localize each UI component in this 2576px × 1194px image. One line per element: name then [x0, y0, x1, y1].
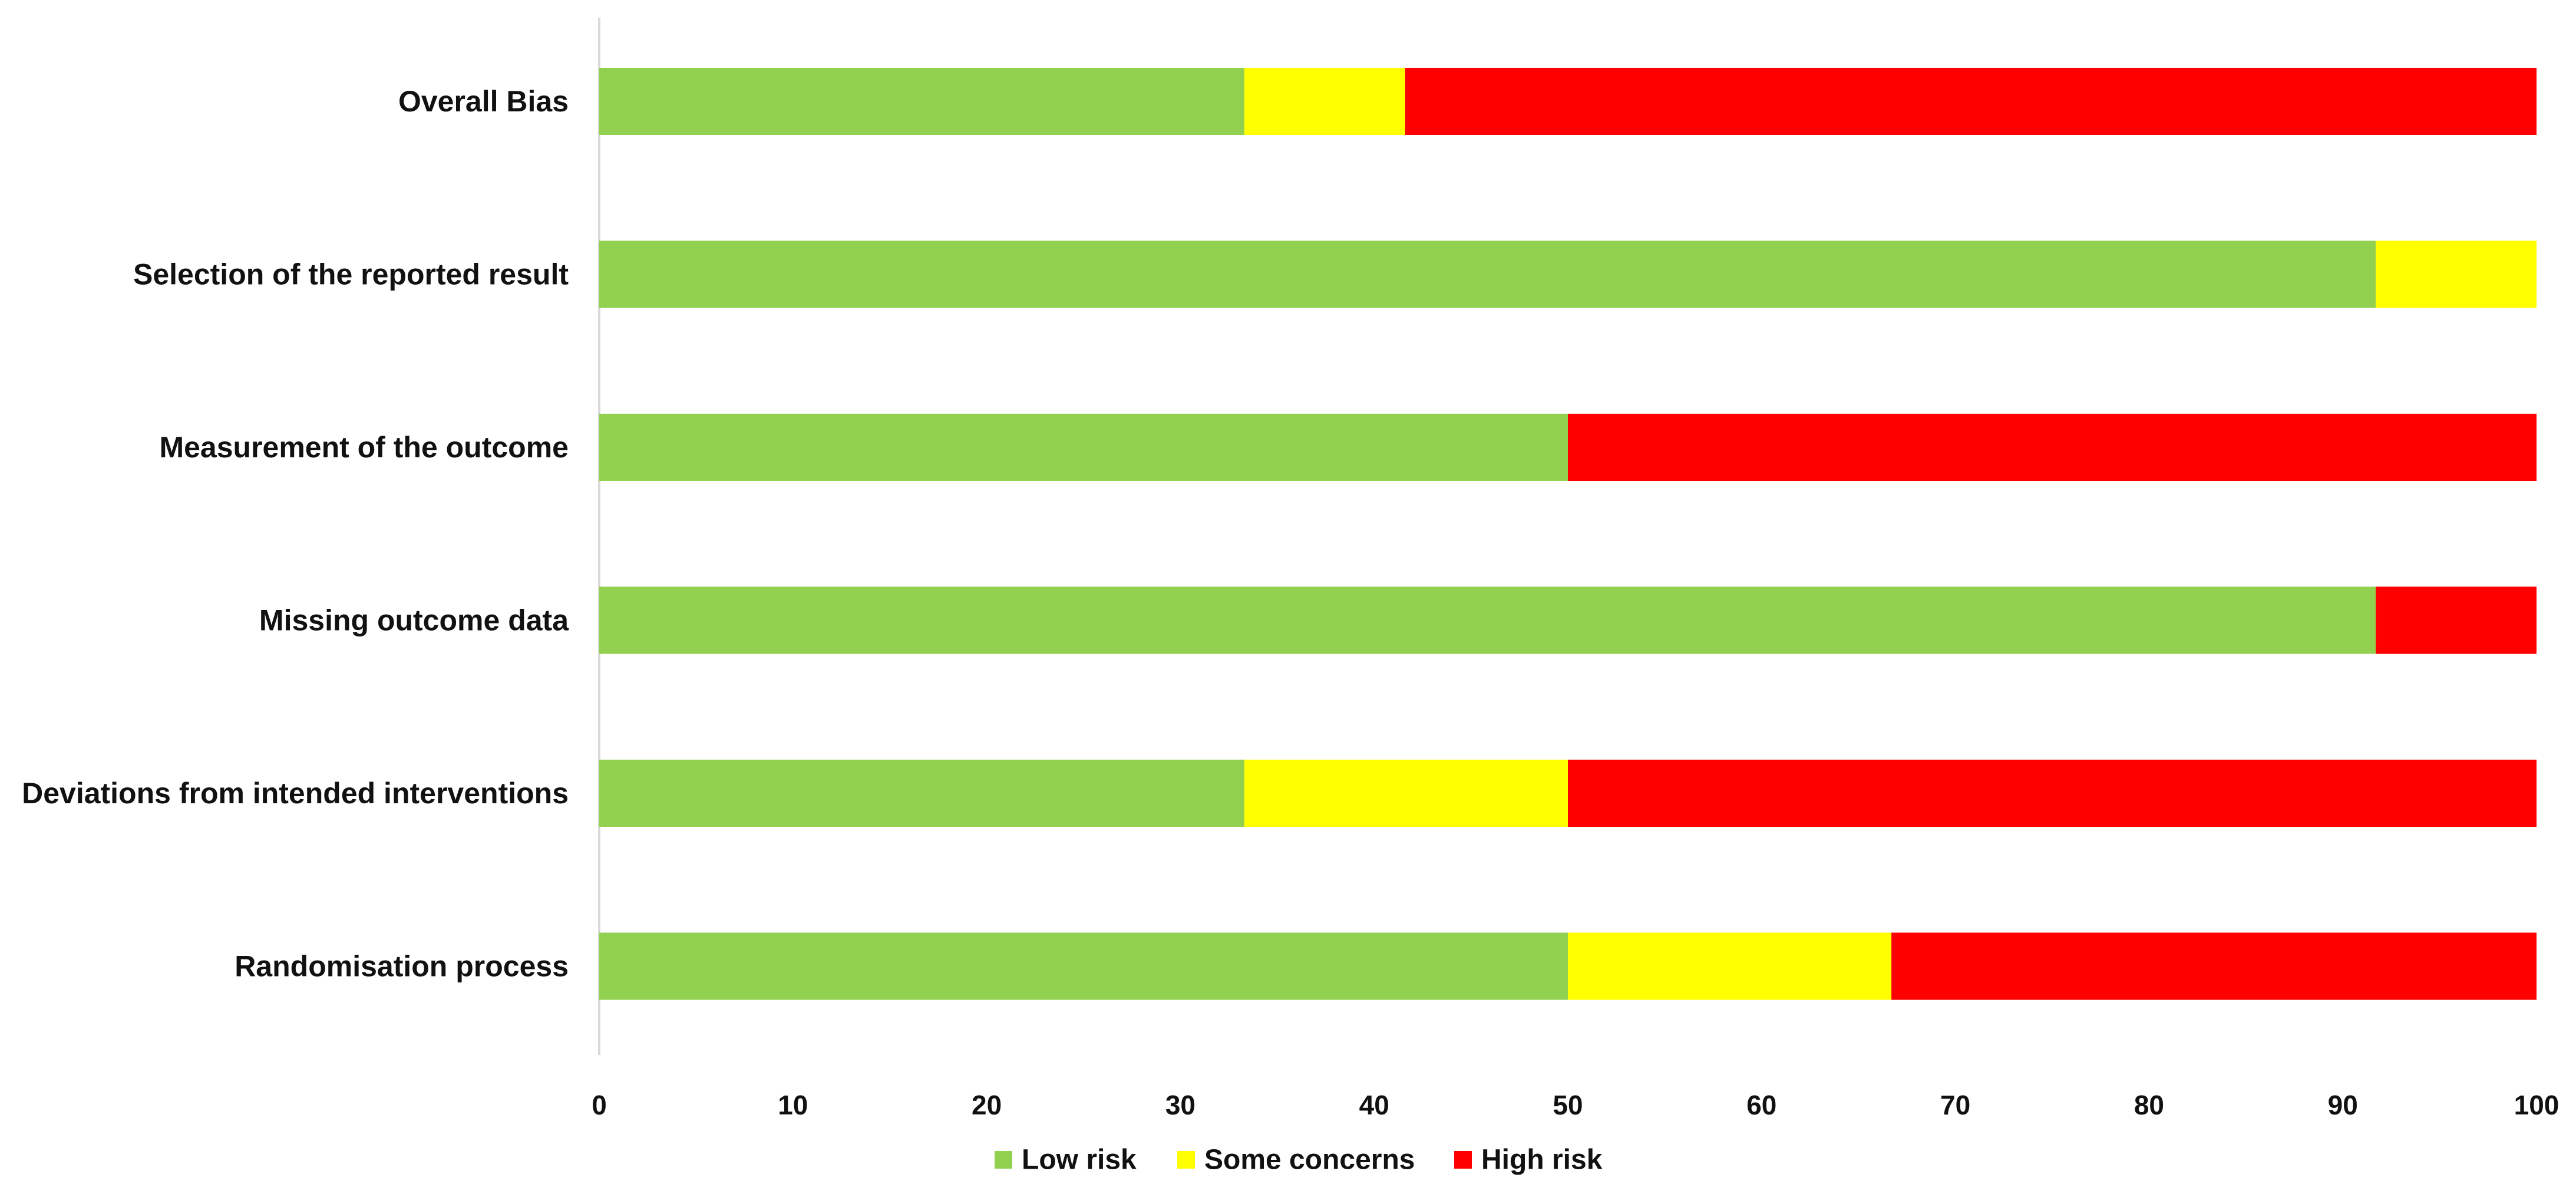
x-tick-label-100: 100: [2514, 1090, 2560, 1120]
x-tick-label-60: 60: [1746, 1090, 1776, 1120]
legend-label-low-risk: Low risk: [1022, 1144, 1137, 1176]
category-labels-group: Overall Bias Selection of the reported re…: [22, 85, 569, 983]
bar-missing-outcome-data-low-risk: [599, 586, 2376, 654]
bar-randomisation-process-low-risk: [599, 932, 1568, 1000]
x-tick-label-10: 10: [778, 1090, 808, 1120]
x-tick-label-80: 80: [2134, 1090, 2164, 1120]
category-label-selection-of-the-reported-result: Selection of the reported result: [133, 258, 569, 291]
bar-overall-bias-high-risk: [1405, 68, 2537, 135]
legend-swatch-high-risk: [1454, 1151, 1472, 1169]
category-label-deviations-from-intended-interventions: Deviations from intended interventions: [22, 777, 569, 810]
legend-swatch-low-risk: [995, 1151, 1012, 1169]
bars-group: [599, 68, 2537, 1000]
bar-deviations-from-intended-interventions-high-risk: [1568, 760, 2537, 827]
bar-randomisation-process-high-risk: [1891, 932, 2537, 1000]
bar-selection-of-the-reported-result-some-concerns: [2376, 240, 2537, 308]
x-tick-label-70: 70: [1940, 1090, 1970, 1120]
bar-deviations-from-intended-interventions-some-concerns: [1244, 760, 1568, 827]
category-label-randomisation-process: Randomisation process: [235, 950, 569, 983]
x-tick-label-40: 40: [1359, 1090, 1389, 1120]
category-label-measurement-of-the-outcome: Measurement of the outcome: [159, 431, 569, 464]
bar-measurement-of-the-outcome-high-risk: [1568, 414, 2537, 481]
x-tick-label-30: 30: [1165, 1090, 1195, 1120]
bar-missing-outcome-data-high-risk: [2376, 586, 2537, 654]
bar-overall-bias-low-risk: [599, 68, 1244, 135]
legend-label-high-risk: High risk: [1481, 1144, 1603, 1176]
category-label-overall-bias: Overall Bias: [398, 85, 569, 118]
bar-selection-of-the-reported-result-low-risk: [599, 240, 2376, 308]
bar-overall-bias-some-concerns: [1244, 68, 1405, 135]
bar-measurement-of-the-outcome-low-risk: [599, 414, 1568, 481]
x-tick-label-0: 0: [592, 1090, 607, 1120]
bar-deviations-from-intended-interventions-low-risk: [599, 760, 1244, 827]
legend-swatch-some-concerns: [1177, 1151, 1195, 1169]
category-label-missing-outcome-data: Missing outcome data: [259, 604, 569, 637]
legend: Low risk Some concerns High risk: [995, 1144, 1603, 1176]
x-tick-labels-group: 0 10 20 30 40 50 60 70 80 90 100: [592, 1090, 2559, 1120]
x-tick-label-90: 90: [2328, 1090, 2358, 1120]
bar-randomisation-process-some-concerns: [1568, 932, 1892, 1000]
x-tick-label-50: 50: [1553, 1090, 1583, 1120]
x-tick-label-20: 20: [972, 1090, 1002, 1120]
legend-label-some-concerns: Some concerns: [1204, 1144, 1415, 1176]
